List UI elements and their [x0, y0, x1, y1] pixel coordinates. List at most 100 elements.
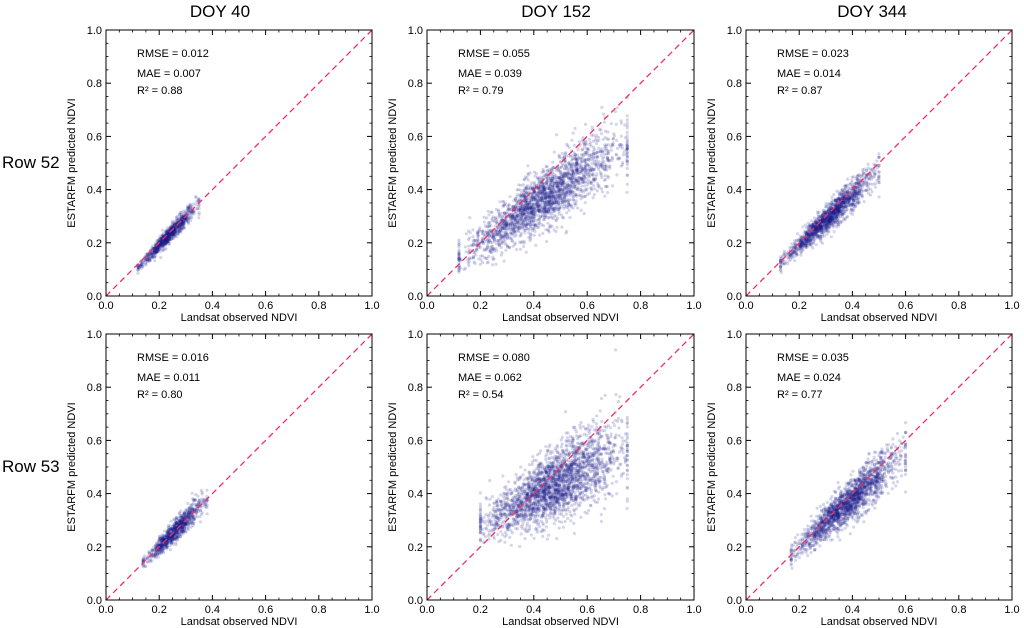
scatter-point	[165, 239, 169, 243]
scatter-point	[588, 153, 592, 157]
scatter-point	[877, 152, 881, 156]
scatter-point	[172, 225, 176, 229]
scatter-point	[570, 138, 574, 142]
scatter-point	[457, 238, 461, 242]
scatter-point	[875, 159, 879, 163]
scatter-point	[165, 240, 169, 244]
scatter-point	[583, 158, 587, 162]
scatter-point	[140, 262, 144, 266]
y-tick-label: 0.8	[408, 78, 423, 90]
scatter-point	[470, 244, 474, 248]
scatter-point	[838, 215, 842, 219]
scatter-point	[164, 242, 168, 246]
scatter-point	[153, 248, 157, 253]
scatter-point	[163, 238, 167, 242]
scatter-point	[857, 185, 861, 189]
scatter-point	[179, 222, 183, 226]
scatter-point	[174, 230, 178, 234]
scatter-point	[166, 234, 170, 238]
scatter-point	[182, 222, 186, 226]
scatter-point	[562, 187, 566, 191]
scatter-point	[625, 190, 629, 194]
scatter-point	[158, 250, 162, 254]
scatter-point	[620, 146, 625, 150]
scatter-point	[577, 140, 582, 144]
scatter-point	[171, 232, 175, 236]
scatter-point	[532, 223, 536, 227]
scatter-point	[145, 258, 150, 262]
scatter-point	[869, 187, 873, 191]
scatter-point	[180, 214, 184, 218]
scatter-point	[547, 216, 551, 220]
scatter-point	[172, 230, 176, 234]
scatter-point	[159, 239, 163, 243]
scatter-point	[576, 206, 580, 210]
scatter-point	[531, 206, 535, 210]
scatter-point	[506, 208, 510, 212]
scatter-point	[170, 232, 174, 236]
scatter-point	[197, 212, 201, 216]
scatter-point	[805, 231, 809, 235]
scatter-point	[159, 242, 163, 246]
scatter-point	[164, 240, 168, 244]
scatter-point	[550, 188, 555, 192]
scatter-point	[171, 224, 175, 228]
scatter-point	[150, 252, 154, 256]
scatter-point	[590, 168, 594, 172]
scatter-point	[828, 205, 833, 209]
scatter-point	[189, 218, 193, 223]
rmse-annotation: RMSE = 0.012	[137, 48, 209, 60]
scatter-point	[603, 184, 608, 189]
scatter-point	[187, 208, 191, 212]
scatter-point	[154, 246, 158, 250]
scatter-point	[175, 217, 179, 221]
y-tick-label: 0.8	[87, 78, 102, 90]
scatter-point	[476, 234, 480, 238]
scatter-point	[171, 233, 175, 237]
scatter-point	[562, 193, 566, 197]
scatter-point	[155, 246, 159, 250]
scatter-point	[606, 191, 610, 195]
scatter-point	[197, 207, 201, 211]
scatter-point	[867, 177, 871, 181]
scatter-point	[161, 243, 165, 247]
scatter-point	[166, 234, 170, 238]
scatter-point	[602, 120, 607, 124]
scatter-point	[163, 239, 167, 243]
scatter-point	[182, 220, 186, 224]
scatter-point	[178, 223, 183, 227]
scatter-point	[177, 217, 181, 221]
scatter-point	[172, 229, 176, 233]
scatter-point	[166, 226, 170, 230]
scatter-point	[487, 224, 491, 228]
scatter-point	[555, 133, 559, 137]
scatter-point	[877, 170, 881, 174]
scatter-point	[846, 177, 850, 181]
scatter-point	[170, 231, 175, 235]
scatter-point	[625, 158, 629, 162]
scatter-point	[566, 144, 570, 148]
scatter-point	[505, 236, 510, 240]
scatter-point	[821, 226, 825, 230]
scatter-point	[153, 248, 157, 252]
scatter-point	[159, 241, 163, 245]
scatter-point	[154, 246, 159, 250]
scatter-point	[171, 219, 175, 223]
scatter-point	[167, 237, 172, 241]
scatter-point	[565, 211, 569, 215]
scatter-point	[793, 249, 797, 253]
scatter-point	[167, 237, 171, 241]
scatter-point	[165, 232, 169, 236]
scatter-point	[599, 173, 603, 177]
scatter-point	[816, 234, 820, 238]
scatter-point	[866, 162, 870, 166]
scatter-point	[162, 243, 166, 247]
scatter-point	[164, 231, 168, 235]
scatter-point	[552, 150, 556, 154]
scatter-point	[625, 114, 629, 118]
scatter-point	[166, 231, 170, 235]
scatter-point	[153, 246, 157, 250]
scatter-point	[143, 258, 147, 262]
scatter-point	[876, 166, 880, 170]
scatter-point	[473, 238, 477, 242]
